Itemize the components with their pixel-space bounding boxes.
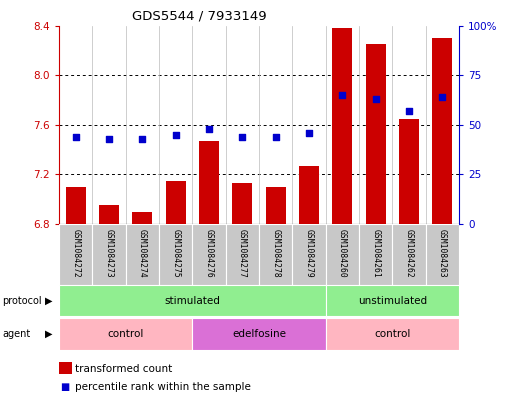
- Point: [138, 136, 146, 142]
- Text: GSM1084272: GSM1084272: [71, 229, 80, 277]
- Bar: [399, 119, 419, 224]
- Bar: [326, 285, 459, 316]
- Text: edelfosine: edelfosine: [232, 329, 286, 339]
- Text: transformed count: transformed count: [75, 364, 173, 375]
- Text: GDS5544 / 7933149: GDS5544 / 7933149: [132, 10, 266, 23]
- Text: GSM1084260: GSM1084260: [338, 229, 347, 277]
- Point: [338, 92, 346, 98]
- Text: GSM1084274: GSM1084274: [138, 229, 147, 277]
- Text: GSM1084277: GSM1084277: [238, 229, 247, 277]
- Bar: [59, 224, 92, 285]
- Bar: [259, 224, 292, 285]
- Bar: [292, 224, 326, 285]
- Text: control: control: [374, 329, 410, 339]
- Text: stimulated: stimulated: [165, 296, 220, 306]
- Point: [71, 134, 80, 140]
- Bar: [392, 224, 426, 285]
- Point: [238, 134, 246, 140]
- Text: protocol: protocol: [3, 296, 42, 306]
- Text: control: control: [108, 329, 144, 339]
- Text: GSM1084279: GSM1084279: [305, 229, 313, 277]
- Bar: [359, 224, 392, 285]
- Bar: [99, 206, 119, 224]
- Bar: [426, 224, 459, 285]
- Text: GSM1084278: GSM1084278: [271, 229, 280, 277]
- Text: unstimulated: unstimulated: [358, 296, 427, 306]
- Text: GSM1084276: GSM1084276: [205, 229, 213, 277]
- Bar: [326, 318, 459, 350]
- Point: [305, 130, 313, 136]
- Point: [205, 126, 213, 132]
- Text: percentile rank within the sample: percentile rank within the sample: [75, 382, 251, 392]
- Bar: [199, 141, 219, 224]
- Bar: [432, 38, 452, 224]
- Bar: [59, 285, 326, 316]
- Point: [271, 134, 280, 140]
- Bar: [59, 318, 192, 350]
- Bar: [166, 181, 186, 224]
- Point: [438, 94, 446, 100]
- Bar: [66, 187, 86, 224]
- Text: agent: agent: [3, 329, 31, 339]
- Text: GSM1084261: GSM1084261: [371, 229, 380, 277]
- Bar: [192, 318, 326, 350]
- Bar: [132, 211, 152, 224]
- Text: ■: ■: [61, 382, 70, 392]
- Point: [371, 96, 380, 102]
- Bar: [232, 183, 252, 224]
- Bar: [326, 224, 359, 285]
- Bar: [192, 224, 226, 285]
- Point: [171, 132, 180, 138]
- Text: ▶: ▶: [45, 329, 52, 339]
- Point: [405, 108, 413, 114]
- Bar: [226, 224, 259, 285]
- Bar: [92, 224, 126, 285]
- Bar: [366, 44, 386, 224]
- Bar: [159, 224, 192, 285]
- Point: [105, 136, 113, 142]
- Bar: [299, 166, 319, 224]
- Bar: [332, 28, 352, 224]
- Bar: [126, 224, 159, 285]
- Bar: [266, 187, 286, 224]
- Text: GSM1084275: GSM1084275: [171, 229, 180, 277]
- Text: ▶: ▶: [45, 296, 52, 306]
- Text: GSM1084273: GSM1084273: [105, 229, 113, 277]
- Text: GSM1084262: GSM1084262: [405, 229, 413, 277]
- Text: GSM1084263: GSM1084263: [438, 229, 447, 277]
